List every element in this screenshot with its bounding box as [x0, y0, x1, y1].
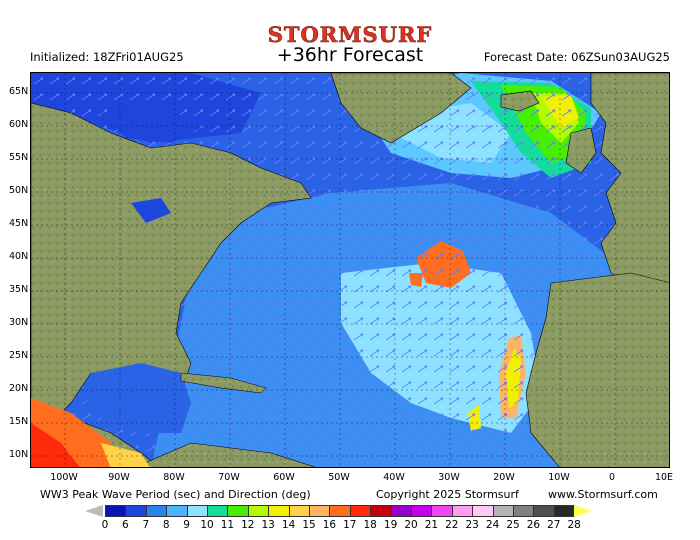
scale-swatch [288, 505, 310, 517]
scale-swatch [309, 505, 331, 517]
forecast-title: +36hr Forecast [276, 44, 424, 66]
scale-swatch [125, 505, 147, 517]
lat-label-45n: 45N [9, 218, 29, 229]
scale-tick-label: 9 [183, 519, 190, 531]
gulf-of-mexico [81, 363, 191, 433]
scale-swatch [227, 505, 249, 517]
scale-swatch [533, 505, 555, 517]
lat-label-50n: 50N [9, 185, 29, 196]
scale-tick-label: 23 [465, 519, 479, 531]
lon-label-0: 0 [608, 472, 616, 483]
lon-label-10e: 10E [654, 472, 674, 483]
scale-swatch [329, 505, 351, 517]
scale-swatch [166, 505, 188, 517]
website-link[interactable]: www.Stormsurf.com [548, 488, 658, 501]
scale-tick-label: 8 [162, 519, 170, 531]
scale-swatch [492, 505, 514, 517]
pacific-14s-zone [101, 443, 150, 467]
greater-antilles [180, 372, 267, 394]
scale-arrow-right [574, 505, 593, 517]
scale-tick-label: 24 [485, 519, 500, 531]
scale-swatch [370, 505, 392, 517]
lat-label-20n: 20N [9, 383, 29, 394]
scale-swatch [390, 505, 412, 517]
scale-tick-label: 25 [506, 519, 520, 531]
scale-tick-label: 27 [547, 519, 561, 531]
scale-tick-label: 11 [220, 519, 235, 531]
scale-tick-label: 26 [526, 519, 541, 531]
scale-tick-label: 17 [343, 519, 357, 531]
africa-landmass [525, 272, 669, 467]
map-canvas [31, 73, 669, 467]
greenland-landmass [330, 73, 472, 144]
scale-arrow-left [85, 505, 103, 517]
scale-tick-label: 7 [142, 519, 150, 531]
product-label: WW3 Peak Wave Period (sec) and Direction… [40, 488, 311, 501]
lon-label-30w: 30W [438, 472, 460, 483]
scale-swatch [247, 505, 270, 517]
lat-label-65n: 65N [9, 86, 29, 97]
scale-tick-label: 0 [101, 519, 109, 531]
scale-swatch [431, 505, 453, 517]
lon-label-40w: 40W [383, 472, 405, 483]
scale-swatch [145, 505, 168, 517]
stormsurf-logo: STORMSURF [267, 22, 433, 48]
lat-label-40n: 40N [9, 251, 29, 262]
lon-label-90w: 90W [108, 472, 130, 483]
scale-swatch [268, 505, 290, 517]
scale-tick-label: 10 [200, 519, 214, 531]
lon-label-10w: 10W [548, 472, 570, 483]
scale-tick-label: 18 [363, 519, 377, 531]
scale-tick-label: 22 [445, 519, 459, 531]
lon-label-20w: 20W [493, 472, 515, 483]
scale-swatch [105, 505, 127, 517]
hudson-bay [101, 103, 201, 143]
great-lakes [131, 198, 171, 223]
british-isles [565, 127, 597, 174]
scale-tick-label: 12 [241, 519, 255, 531]
forecast-date-label: Forecast Date: 06ZSun03AUG25 [483, 50, 670, 64]
scale-tick-label: 6 [122, 519, 129, 531]
lon-label-60w: 60W [273, 472, 295, 483]
scale-swatch [513, 505, 535, 517]
scale-tick-label: 21 [424, 519, 439, 531]
scale-swatch [207, 505, 229, 517]
scale-swatch [186, 505, 208, 517]
lon-label-80w: 80W [163, 472, 185, 483]
scale-tick-label: 15 [302, 519, 316, 531]
copyright-label: Copyright 2025 Stormsurf [376, 488, 519, 501]
europe-landmass [590, 73, 669, 289]
initialized-label: Initialized: 18ZFri01AUG25 [30, 50, 184, 64]
lat-label-25n: 25N [9, 350, 29, 361]
map-graticule [31, 73, 669, 467]
scale-swatch [411, 505, 433, 517]
lat-label-60n: 60N [9, 119, 29, 130]
lon-label-70w: 70W [218, 472, 240, 483]
south-america-landmass [134, 442, 316, 467]
lat-label-10n: 10N [9, 449, 29, 460]
scale-tick-label: 14 [281, 519, 296, 531]
wave-period-map [30, 72, 670, 468]
scale-tick-label: 13 [261, 519, 275, 531]
scale-swatch [451, 505, 474, 517]
lat-label-30n: 30N [9, 317, 29, 328]
scale-tick-label: 28 [567, 519, 581, 531]
lat-label-35n: 35N [9, 284, 29, 295]
scale-swatch [472, 505, 494, 517]
lon-label-100w: 100W [50, 472, 78, 483]
iceland-landmass [500, 90, 540, 112]
scale-tick-label: 20 [404, 519, 418, 531]
scale-swatch [349, 505, 372, 517]
scale-swatch [553, 505, 576, 517]
lon-label-50w: 50W [328, 472, 350, 483]
scale-tick-label: 19 [383, 519, 398, 531]
lat-label-15n: 15N [9, 416, 29, 427]
lat-label-55n: 55N [9, 152, 29, 163]
scale-tick-label: 16 [322, 519, 337, 531]
